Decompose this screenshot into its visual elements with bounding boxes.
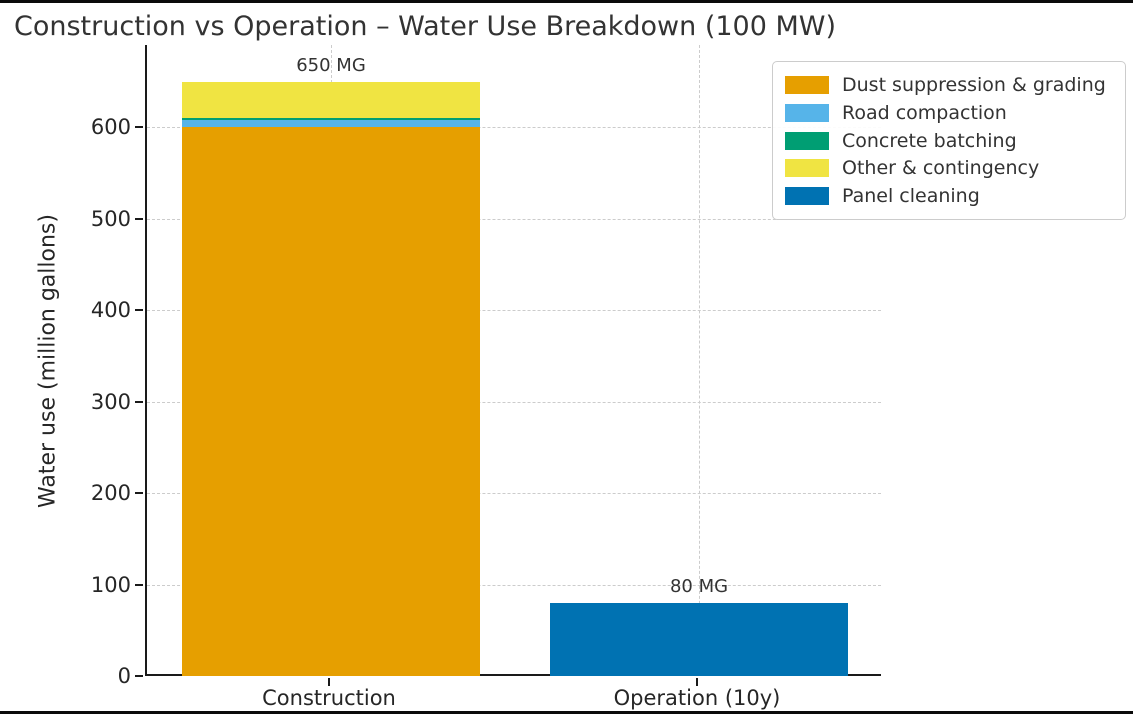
y-tick-mark (135, 217, 143, 220)
x-tick-mark (328, 678, 330, 686)
legend-label: Dust suppression & grading (842, 74, 1106, 96)
y-tick-mark (135, 492, 143, 495)
x-tick-mark (696, 678, 698, 686)
gridline-y-500 (147, 218, 881, 220)
y-axis-label: Water use (million gallons) (35, 214, 61, 508)
legend-label: Concrete batching (842, 129, 1017, 152)
bar-segment (182, 118, 480, 120)
legend-label: Panel cleaning (842, 185, 980, 207)
legend-item: Road compaction (785, 100, 1113, 126)
plot-area: 650 MG 80 MG (145, 45, 881, 676)
y-tick-label: 100 (90, 572, 131, 597)
legend-swatch (785, 131, 829, 150)
y-tick-label: 300 (90, 389, 131, 414)
bar-segment (182, 127, 480, 676)
y-tick-mark (135, 126, 143, 129)
bar-total-label: 80 MG (669, 575, 729, 597)
window-top-border (0, 0, 1133, 3)
legend-item: Other & contingency (785, 155, 1113, 181)
legend-item: Panel cleaning (785, 183, 1113, 209)
legend-swatch (785, 76, 829, 94)
legend-item: Dust suppression & grading (785, 72, 1113, 98)
y-tick-mark (135, 400, 143, 403)
y-tick-mark (135, 309, 143, 312)
legend-item: Concrete batching (785, 128, 1113, 154)
bar-segment (182, 119, 480, 128)
gridline-x-1 (699, 45, 700, 674)
gridline-y-100 (147, 584, 881, 586)
legend-swatch (785, 159, 829, 178)
y-tick-mark (135, 675, 143, 677)
x-tick-label-0: Construction (262, 686, 396, 710)
y-tick-mark (135, 583, 143, 586)
window-bottom-border (0, 711, 1133, 714)
bar-segment (550, 602, 848, 676)
y-tick-label: 0 (117, 664, 131, 688)
legend-swatch (785, 103, 829, 122)
legend: Dust suppression & grading Road compactio… (772, 61, 1126, 220)
legend-label: Other & contingency (842, 157, 1040, 180)
y-tick-label: 200 (90, 481, 131, 506)
y-tick-label: 600 (90, 115, 131, 140)
y-tick-label: 400 (90, 298, 131, 323)
gridline-y-300 (147, 401, 881, 403)
y-tick-label: 500 (90, 206, 131, 231)
bar-segment (182, 81, 480, 119)
chart-title: Construction vs Operation – Water Use Br… (14, 11, 837, 42)
legend-swatch (785, 187, 829, 205)
x-tick-label-1: Operation (10y) (613, 686, 781, 710)
gridline-y-400 (147, 310, 881, 312)
gridline-y-600 (147, 127, 881, 129)
bar-total-label: 650 MG (296, 54, 366, 76)
gridline-y-200 (147, 493, 881, 495)
legend-label: Road compaction (842, 101, 1007, 124)
